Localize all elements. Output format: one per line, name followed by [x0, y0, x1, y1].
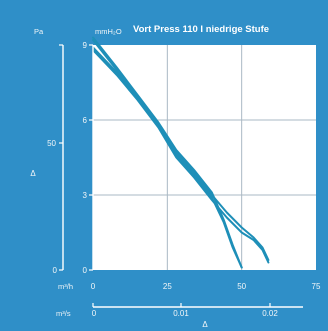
pa-tick-label-0: 0	[53, 266, 58, 275]
chart-title: Vort Press 110 I niedrige Stufe	[133, 24, 269, 35]
series-layer	[92, 36, 270, 269]
mmh2o-unit: mmH₂O	[95, 27, 122, 36]
y-tick-label-0: 0	[83, 266, 88, 275]
y-tick-label-1: 3	[83, 191, 88, 200]
y-tick-label-2: 6	[83, 116, 88, 125]
pa-tick-label-50: 50	[47, 139, 56, 148]
x-top-unit: m³/h	[58, 282, 73, 291]
x-bottom-tick-label-002: 0.02	[262, 309, 278, 318]
series-line-4	[92, 49, 270, 264]
x-bottom-tick-label-0: 0	[92, 309, 97, 318]
series-line-3	[92, 39, 270, 261]
pa-unit: Pa	[34, 27, 44, 36]
y-tick-label-3: 9	[83, 41, 88, 50]
x-bottom-unit: m³/s	[56, 309, 71, 318]
x-tick-label-1: 25	[163, 282, 172, 291]
grid	[93, 45, 316, 270]
pa-axis-label: Δ	[30, 169, 36, 178]
y-ticks: 0 3 6 9	[83, 41, 93, 275]
x-tick-label-2: 50	[237, 282, 246, 291]
x-ticks: 0 25 50 75	[91, 282, 321, 291]
x-bottom-tick-label-001: 0.01	[173, 309, 189, 318]
x-tick-label-3: 75	[312, 282, 321, 291]
x-tick-label-0: 0	[91, 282, 96, 291]
x-bottom-axis-label: Δ	[202, 320, 208, 329]
plot-area	[93, 45, 316, 270]
